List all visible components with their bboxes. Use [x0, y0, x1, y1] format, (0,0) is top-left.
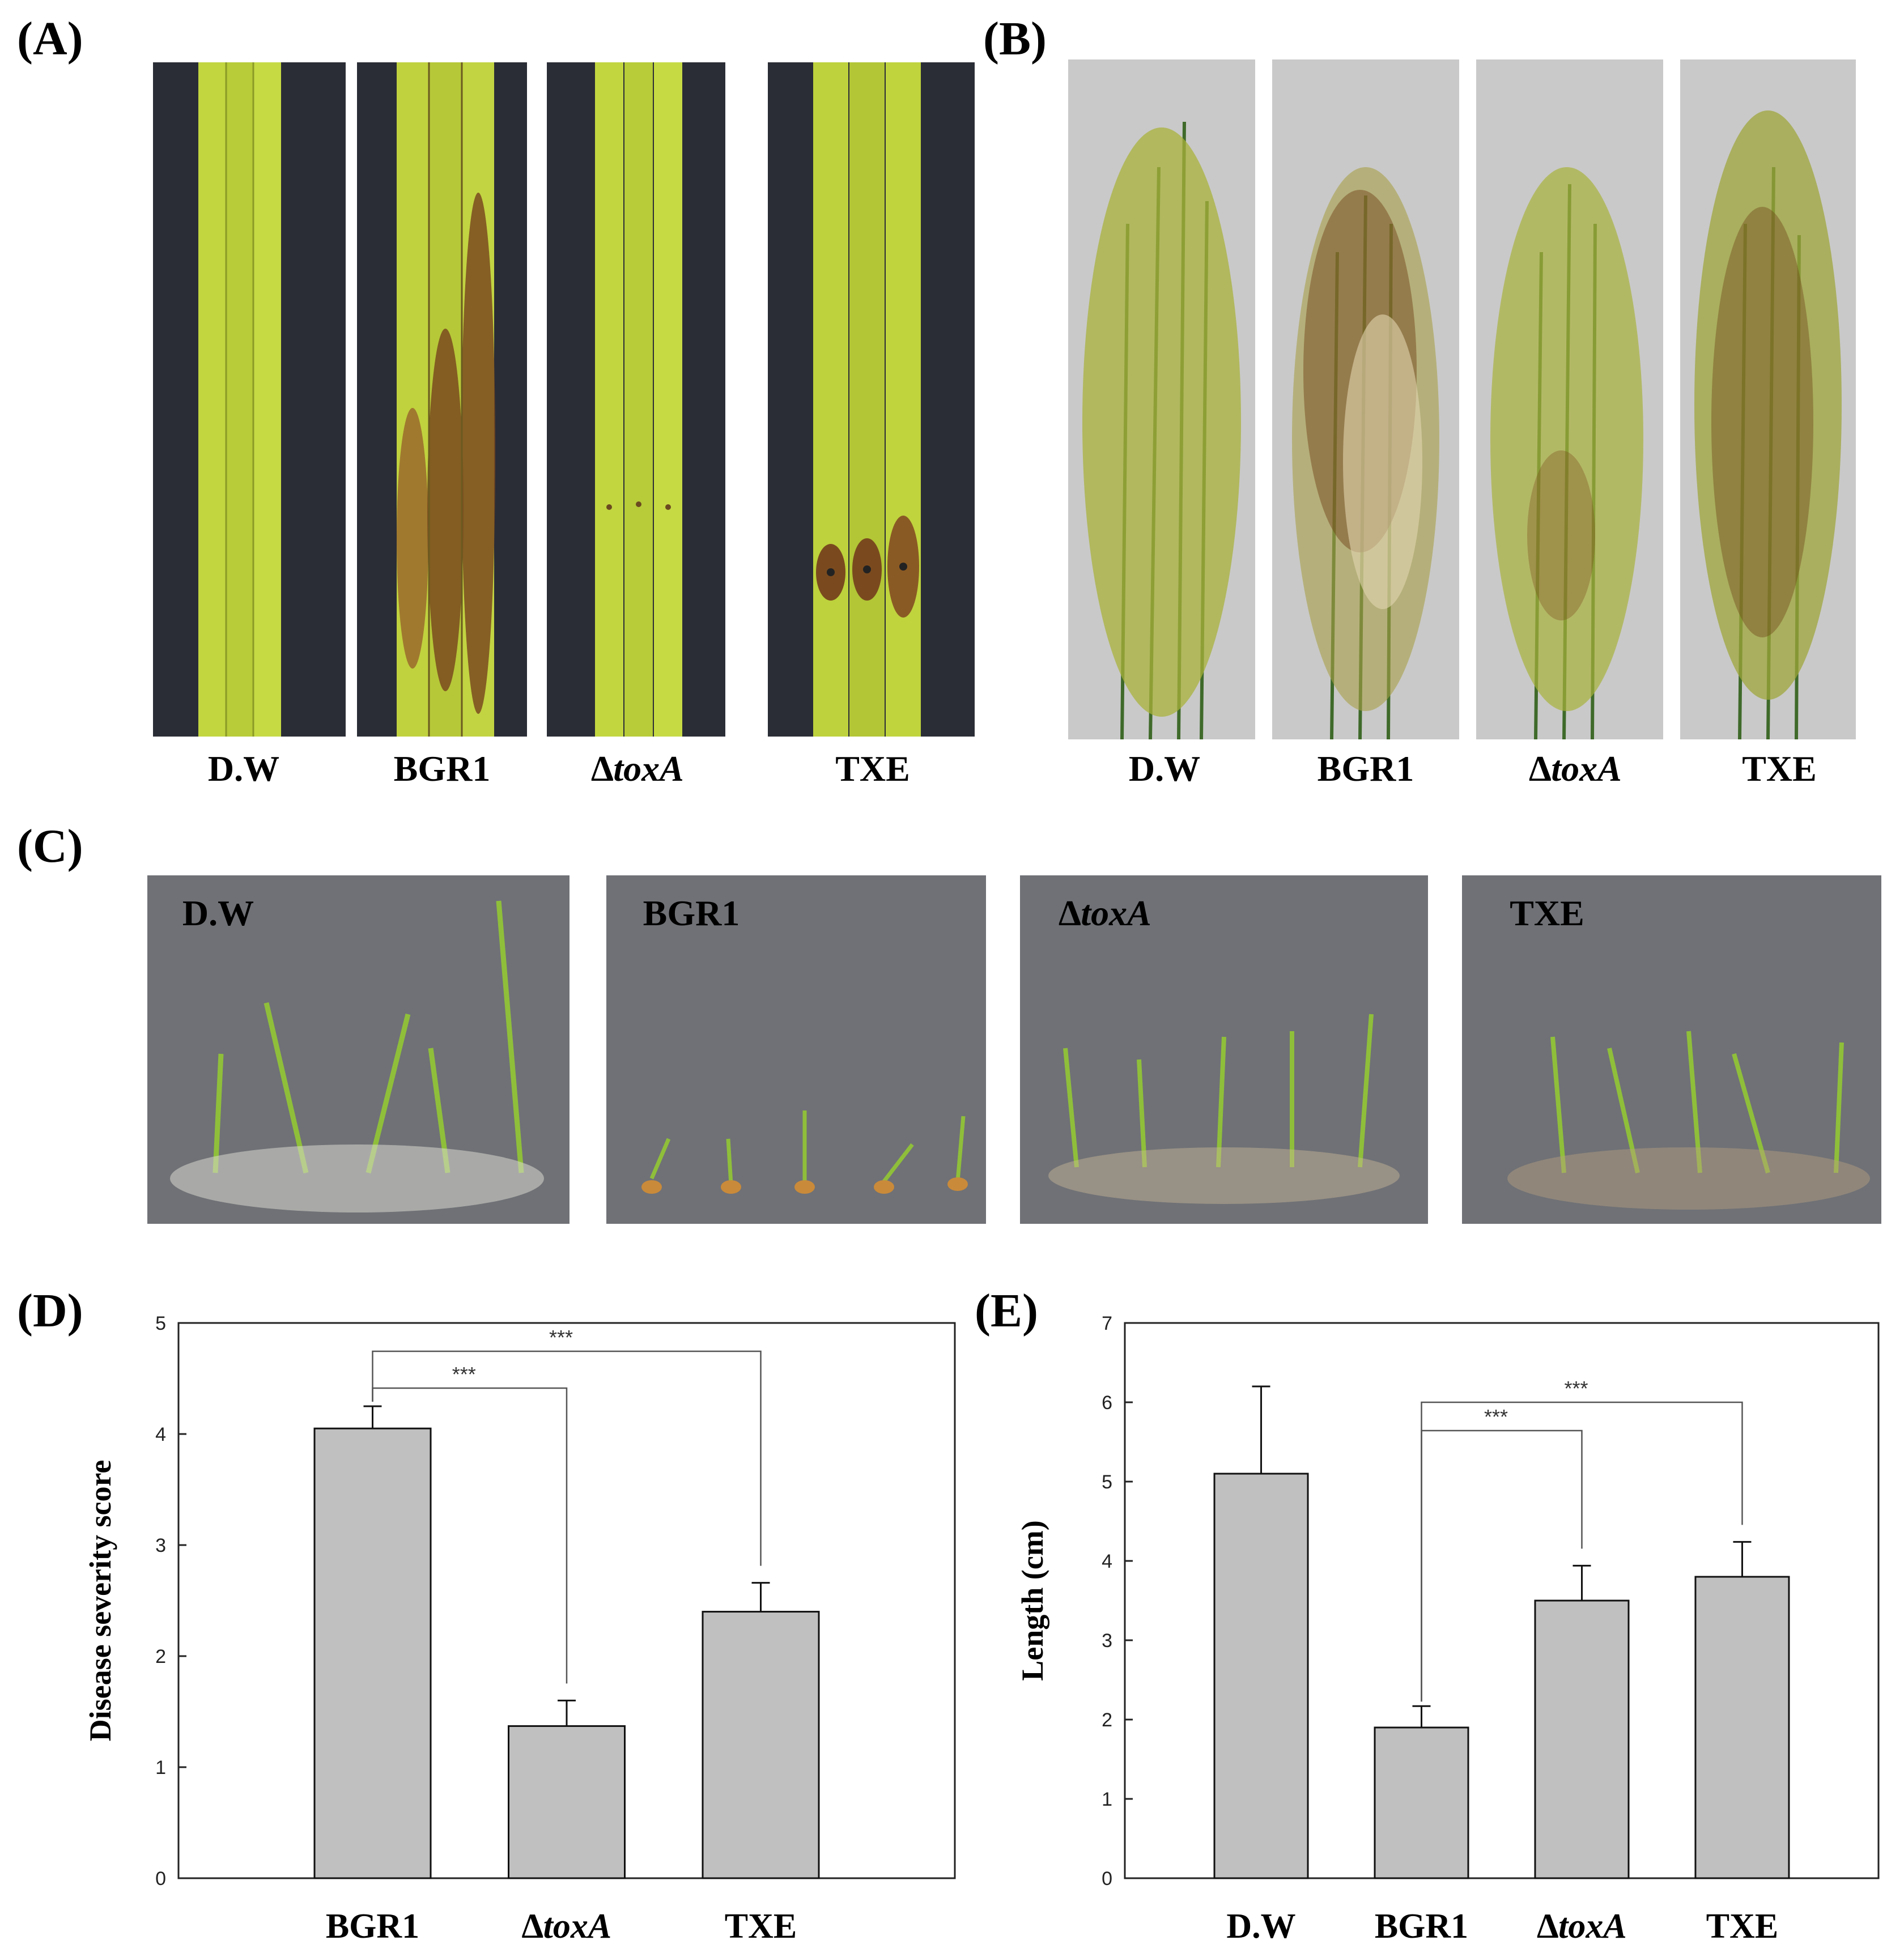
chart-d-ytick-label: 3: [155, 1535, 166, 1556]
panel-a-photos: [153, 62, 975, 737]
delta-glyph: ∆: [1529, 748, 1552, 789]
panel-a-label-toxa: ∆toxA: [591, 748, 684, 790]
seedling-photo-txe: [1462, 875, 1881, 1224]
chart-d-significance-bracket: [372, 1350, 762, 1566]
panicle-photo-txe: [1680, 59, 1856, 740]
seedling-photo-bgr1: [606, 875, 986, 1224]
panel-c-label-bgr1: BGR1: [643, 893, 740, 933]
toxa-text: toxA: [613, 748, 684, 789]
chart-e-category-label: TXE: [1706, 1907, 1778, 1946]
panel-b-label-toxa: ∆toxA: [1529, 748, 1622, 790]
panel-a-label-dw: D.W: [207, 748, 280, 789]
leaf-sheath-photo-txe: [768, 62, 975, 737]
panicle-photo-toxa: [1476, 59, 1663, 740]
delta-glyph: ∆: [591, 748, 614, 789]
panel-b-letter: (B): [983, 12, 1047, 65]
leaf-sheath-photo-dw: [153, 62, 346, 737]
panel-b-label-bgr1: BGR1: [1317, 748, 1414, 789]
chart-e-ytick-label: 3: [1102, 1630, 1112, 1652]
panel-c-letter: (C): [17, 820, 83, 873]
chart-d-ytick-label: 4: [155, 1424, 166, 1445]
chart-d-ytick-label: 5: [155, 1313, 166, 1334]
panel-c-label-txe: TXE: [1510, 893, 1584, 933]
chart-d-significance-label: ***: [452, 1363, 476, 1386]
chart-d-ytick-label: 1: [155, 1757, 166, 1778]
seedling-photo-toxa: [1020, 875, 1428, 1224]
chart-d-bar: [313, 1427, 432, 1879]
leaf-sheath-photo-toxa: [547, 62, 725, 737]
chart-e-category-label: D.W: [1226, 1907, 1295, 1946]
chart-d-significance-label: ***: [549, 1326, 573, 1349]
chart-e-ytick-label: 4: [1102, 1551, 1112, 1572]
chart-e-bar: [1694, 1576, 1790, 1879]
panel-c-photos: [147, 875, 1881, 1224]
panicle-photo-bgr1: [1272, 59, 1459, 740]
chart-e-ytick-label: 5: [1102, 1471, 1112, 1493]
chart-e-category-label: ∆toxA: [1537, 1907, 1627, 1946]
chart-e-significance-label: ***: [1564, 1377, 1588, 1400]
panel-a-label-txe: TXE: [835, 748, 910, 789]
chart-d-category-label: ∆toxA: [522, 1907, 612, 1946]
panel-d-letter: (D): [17, 1284, 83, 1337]
chart-d-bar: [508, 1725, 626, 1879]
chart-d-category-label: BGR1: [326, 1907, 419, 1946]
panel-a-letter: (A): [17, 12, 83, 65]
chart-e-ytick-label: 0: [1102, 1868, 1112, 1890]
chart-e-significance-bracket: [1421, 1401, 1743, 1702]
chart-e-frame: [1124, 1322, 1880, 1879]
panel-e-letter: (E): [975, 1284, 1038, 1337]
chart-e-ytick-label: 7: [1102, 1313, 1112, 1334]
panel-b-label-txe: TXE: [1742, 748, 1817, 789]
chart-e-significance-label: ***: [1484, 1405, 1508, 1428]
chart-e-bar: [1213, 1473, 1309, 1879]
chart-d-bar: [702, 1611, 820, 1879]
chart-d-category-label: TXE: [725, 1907, 797, 1946]
chart-d-ylabel: Disease severity score: [83, 1460, 117, 1742]
chart-e-ytick-label: 6: [1102, 1392, 1112, 1414]
panel-a-label-bgr1: BGR1: [393, 748, 491, 789]
chart-e-ylabel: Length (cm): [1015, 1520, 1049, 1680]
chart-e-bar: [1534, 1599, 1630, 1879]
panel-c-label-toxa: ∆toxA: [1059, 892, 1151, 934]
seedling-photo-dw: [147, 875, 570, 1224]
chart-e-bar: [1374, 1726, 1469, 1879]
panel-b-photos: [1068, 59, 1856, 740]
chart-e-category-label: BGR1: [1375, 1907, 1468, 1946]
chart-e-ytick-label: 2: [1102, 1709, 1112, 1731]
toxa-text: toxA: [1551, 748, 1622, 789]
leaf-sheath-photo-bgr1: [357, 62, 527, 737]
chart-d-ytick-label: 2: [155, 1646, 166, 1667]
toxa-text: toxA: [1081, 893, 1151, 933]
chart-d-ytick-label: 0: [155, 1868, 166, 1890]
panel-c-label-dw: D.W: [182, 893, 254, 933]
panel-b-label-dw: D.W: [1128, 748, 1201, 789]
panicle-photo-dw: [1068, 59, 1255, 740]
chart-e-ytick-label: 1: [1102, 1789, 1112, 1810]
delta-glyph: ∆: [1059, 893, 1081, 933]
